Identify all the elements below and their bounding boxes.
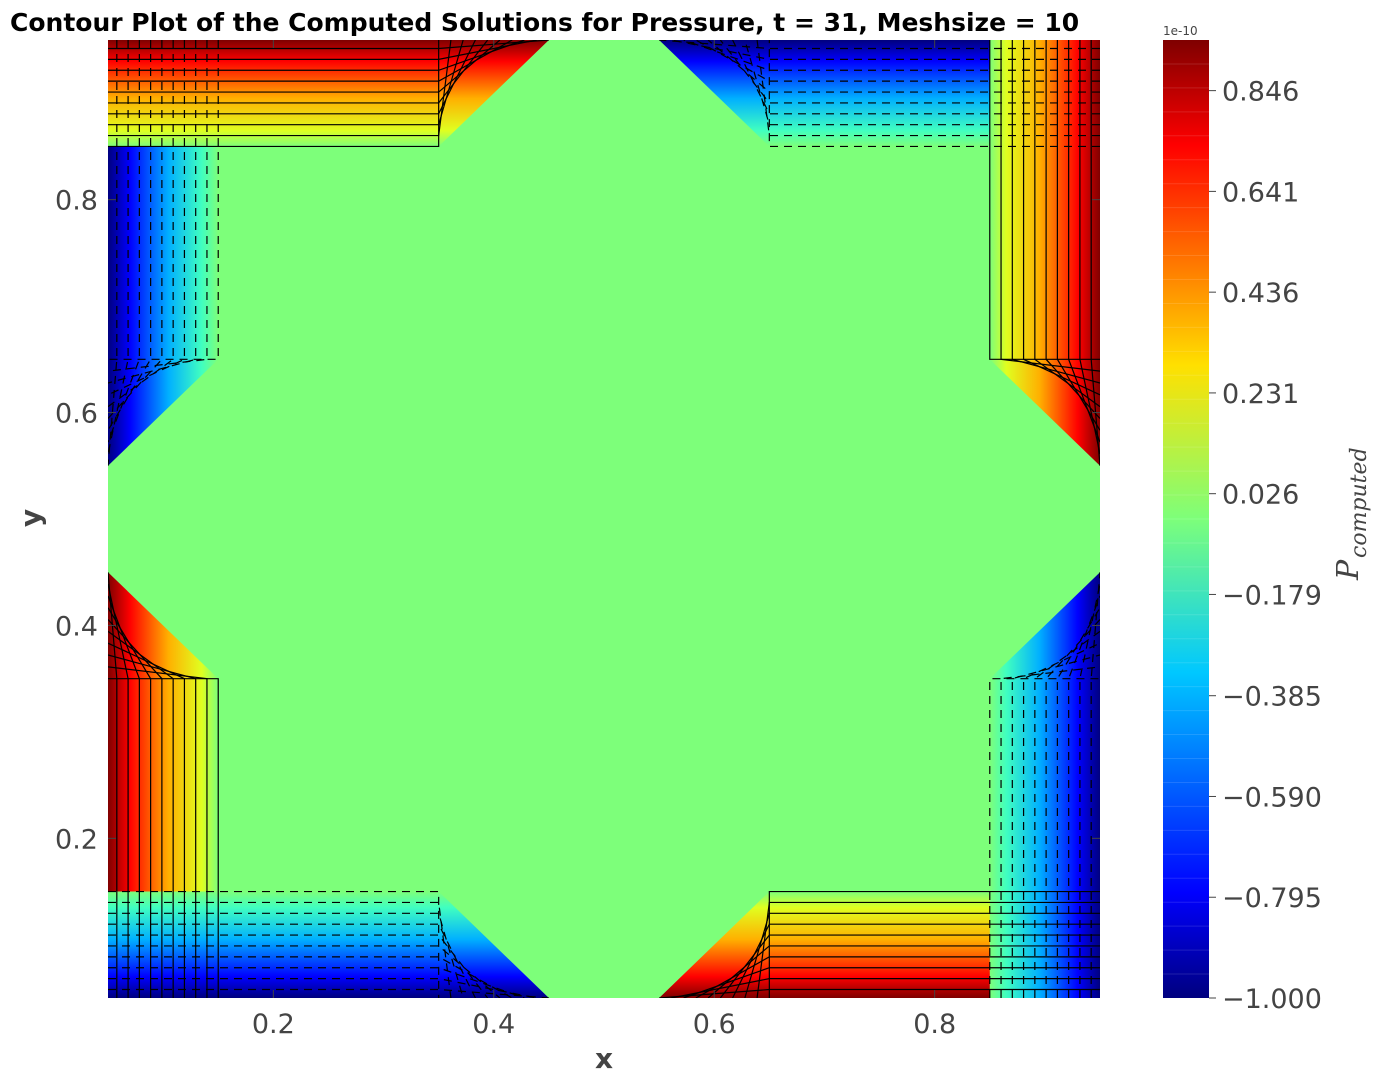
contour-line [108, 40, 549, 50]
contour-line [1079, 40, 1100, 455]
contour-line [1056, 40, 1100, 431]
contour-line [108, 945, 501, 998]
contour-lines [108, 40, 1100, 998]
contour-line [108, 40, 489, 104]
x-tick-label: 0.6 [693, 1009, 736, 1040]
x-tick-label: 0.2 [252, 1009, 295, 1040]
contour-line [108, 901, 452, 998]
contour-line [108, 40, 140, 443]
y-tick-label: 0.4 [55, 611, 98, 642]
y-axis-label: y [14, 509, 47, 527]
colorbar-tick-label: 0.436 [1222, 278, 1299, 309]
contour-line [768, 890, 1100, 998]
x-axis: 0.2 0.4 0.6 0.8 [252, 40, 956, 1040]
colorbar-tick-label: 0.026 [1222, 480, 1299, 511]
colorbar-label: P computed [1331, 447, 1372, 581]
contour-line [1000, 666, 1100, 998]
contour-line [108, 40, 476, 115]
x-tick-label: 0.4 [472, 1009, 515, 1040]
contour-line [1034, 40, 1100, 408]
contour-line [108, 40, 197, 384]
contour-line [756, 40, 1100, 137]
contour-line [108, 40, 208, 372]
colorbar-ticks: −1.000 −0.795 −0.590 −0.385 −0.179 0.026 0.231… [1209, 77, 1322, 1015]
contour-line [108, 40, 129, 455]
contour-line [756, 901, 1100, 998]
contour-line [108, 978, 537, 998]
colorbar: 1e-10 −1.000 −0.795 −0.590 −0.385 −0.179 0.02… [1163, 24, 1372, 1015]
contour-line [108, 630, 174, 998]
contour-line [1011, 40, 1100, 384]
colorbar-label-sub: computed [1347, 447, 1372, 558]
chart-title: Contour Plot of the Computed Solutions f… [10, 8, 1079, 37]
contour-line [108, 678, 219, 998]
colorbar-label-main: P [1331, 559, 1366, 581]
contour-line [1022, 40, 1100, 396]
colorbar-tick-label: −0.385 [1222, 682, 1322, 713]
x-tick-label: 0.8 [913, 1009, 956, 1040]
colorbar-tick-label: 0.641 [1222, 177, 1299, 208]
contour-line [1045, 40, 1100, 419]
contour-line [695, 956, 1100, 998]
contour-line [707, 945, 1100, 998]
contour-line [1068, 595, 1100, 998]
contour-line [108, 572, 118, 998]
contour-line [108, 40, 440, 148]
contour-line [1079, 583, 1100, 998]
contour-line [989, 678, 1100, 998]
colorbar-tick-label: 0.231 [1222, 379, 1299, 410]
colorbar-offset-text: 1e-10 [1163, 24, 1198, 38]
contour-line [1011, 654, 1100, 998]
x-axis-label: x [595, 1042, 613, 1075]
y-axis: 0.2 0.4 0.6 0.8 [55, 186, 1100, 855]
contour-line [1000, 40, 1100, 372]
y-tick-label: 0.6 [55, 399, 98, 430]
colorbar-fill [1163, 40, 1209, 998]
contour-line [108, 40, 464, 126]
contour-line [108, 40, 501, 93]
contour-line [108, 40, 513, 82]
contour-line [108, 40, 537, 60]
contour-line [108, 934, 489, 998]
contour-line [108, 40, 525, 71]
contour-line [671, 40, 1100, 60]
colorbar-tick-label: 0.846 [1222, 77, 1299, 108]
contour-line [719, 40, 1100, 104]
contour-line [108, 619, 163, 998]
y-tick-label: 0.8 [55, 186, 98, 217]
colorbar-bands [1163, 63, 1209, 975]
contour-line [659, 988, 1100, 998]
contour-line [108, 923, 476, 998]
colorbar-tick-label: −0.179 [1222, 580, 1322, 611]
contour-line [108, 40, 452, 137]
background-field [108, 40, 1100, 998]
contour-line [108, 40, 219, 360]
colorbar-tick-label: −0.590 [1222, 782, 1322, 813]
contour-line [1068, 40, 1100, 443]
y-tick-label: 0.2 [55, 824, 98, 855]
plot-area [108, 40, 1100, 998]
contour-line [1090, 40, 1100, 466]
contour-line [732, 40, 1100, 115]
colorbar-tick-label: −0.795 [1222, 883, 1322, 914]
contour-line [989, 40, 1100, 360]
colorbar-tick-label: −1.000 [1222, 984, 1322, 1015]
contour-line [707, 40, 1100, 93]
